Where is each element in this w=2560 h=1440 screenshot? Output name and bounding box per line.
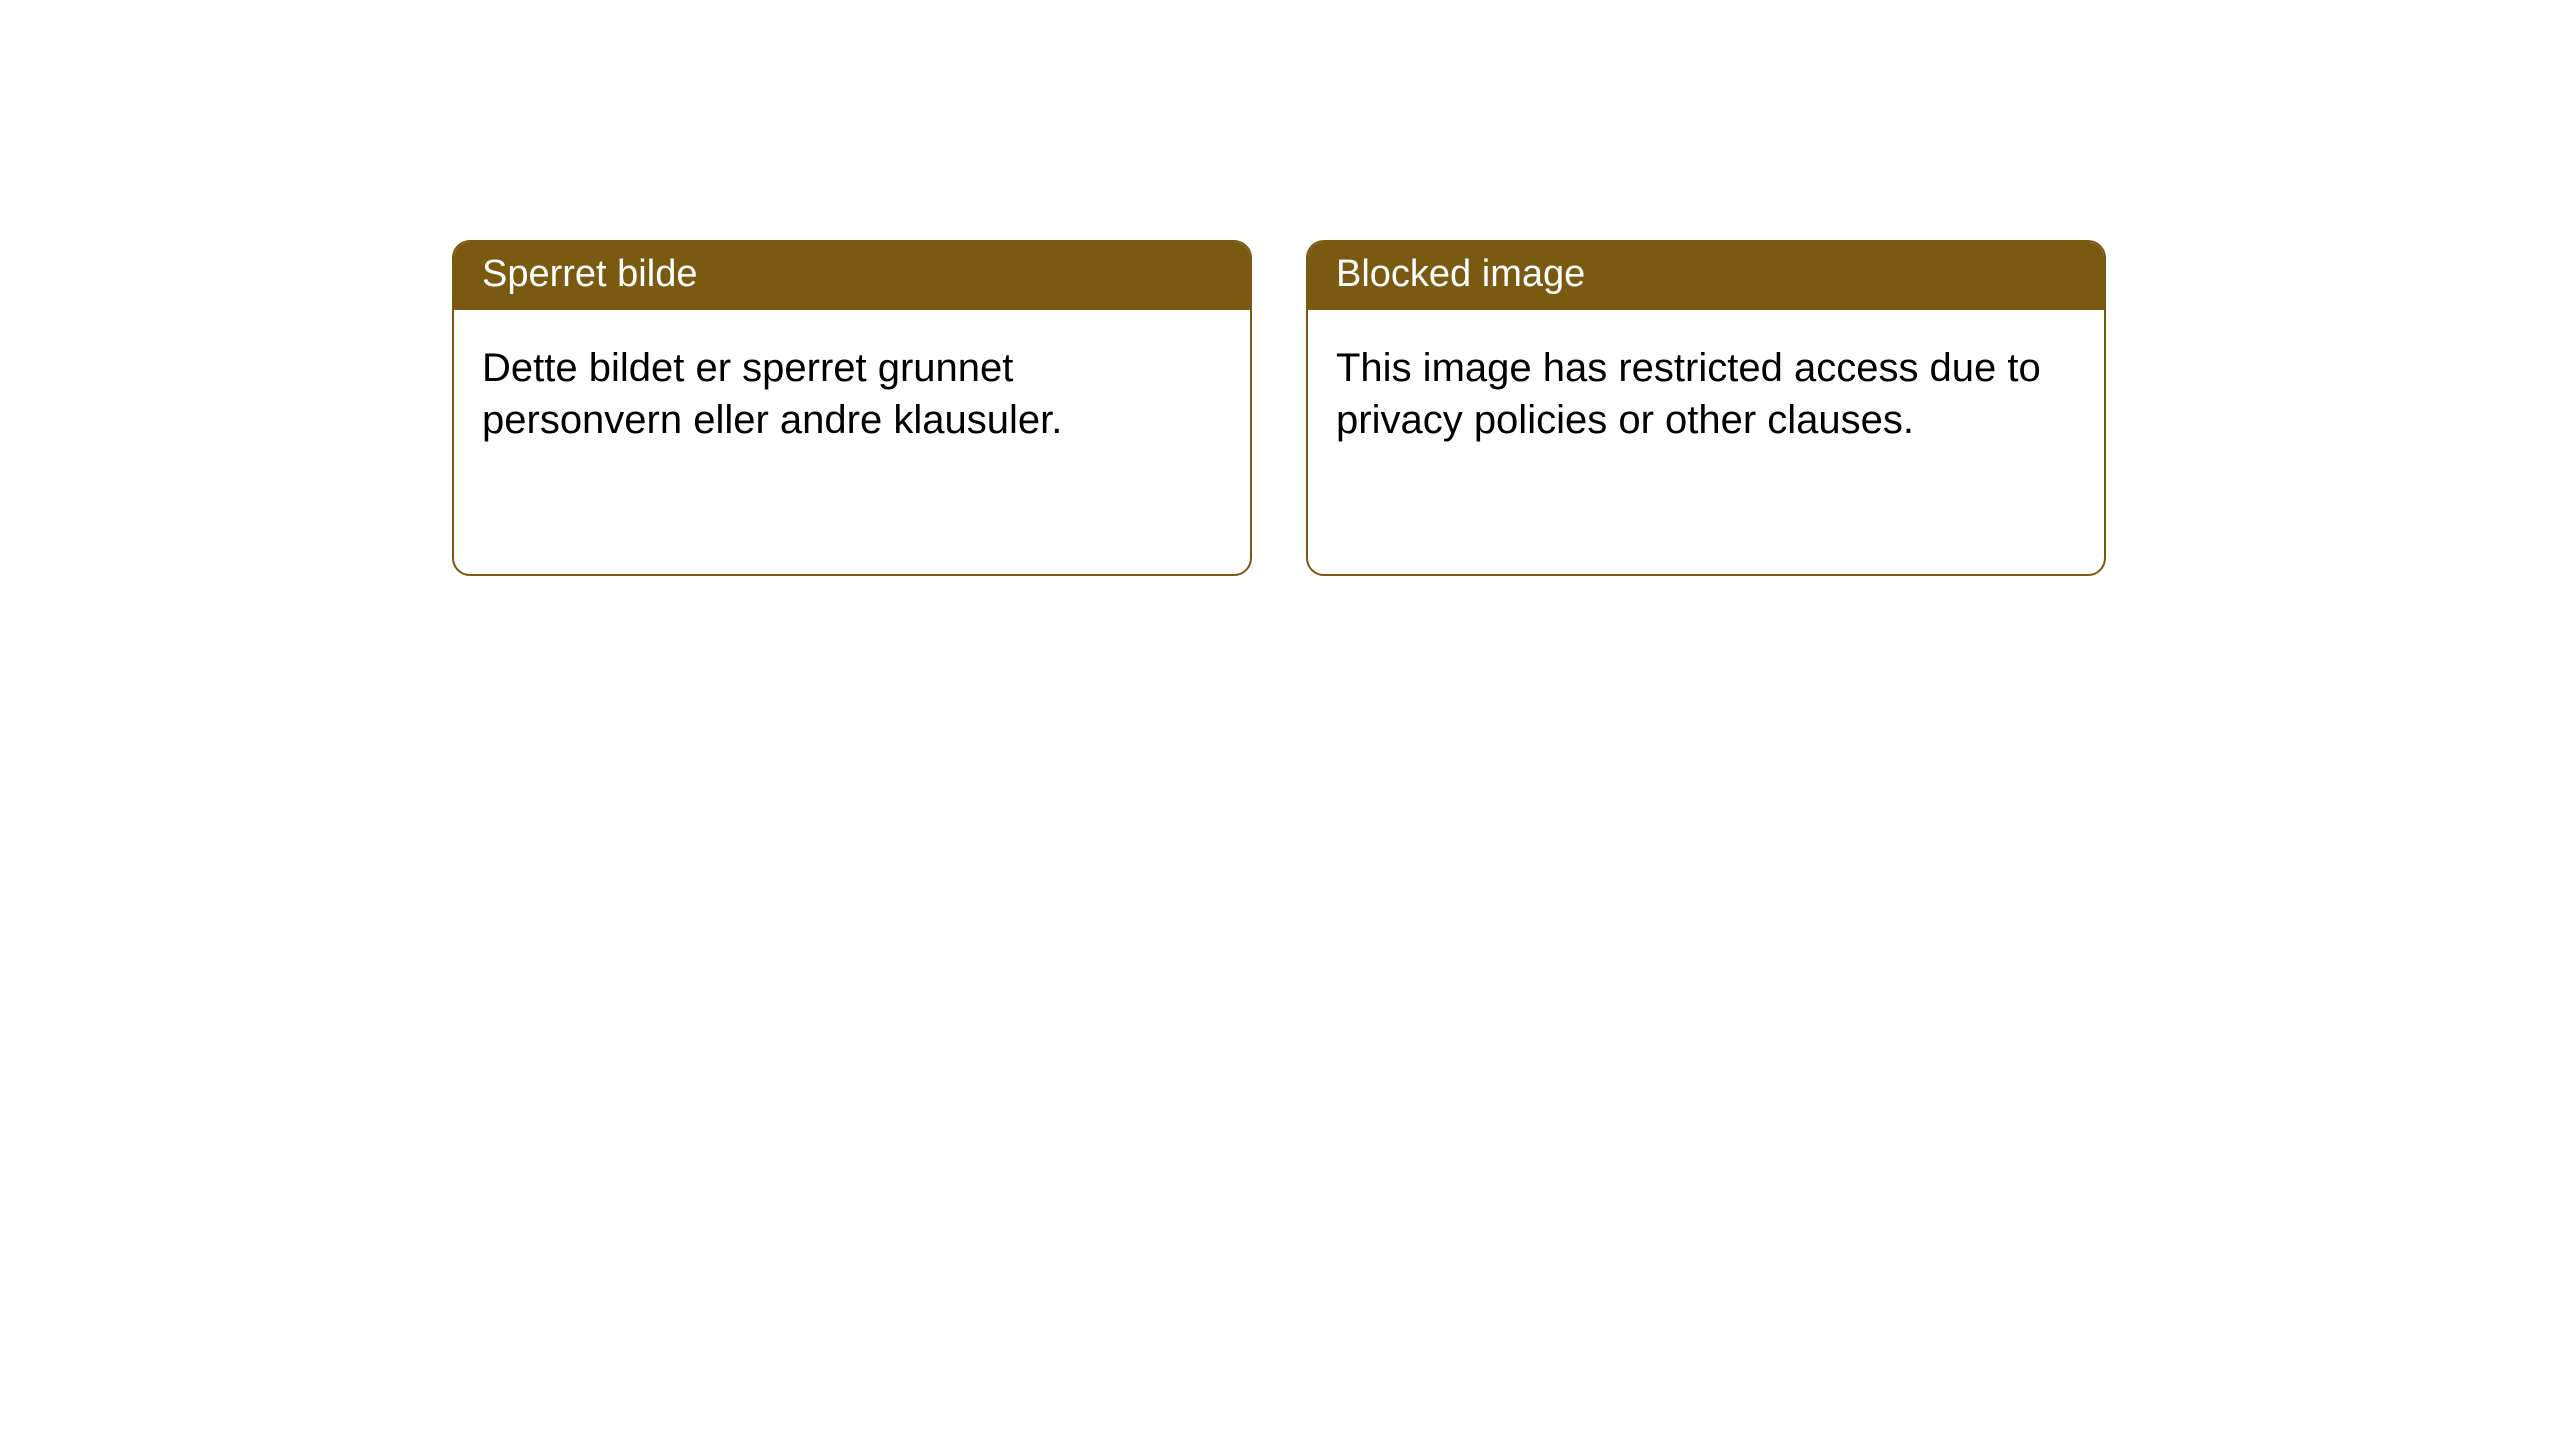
notice-card-header: Blocked image xyxy=(1308,242,2104,310)
notice-container: Sperret bilde Dette bildet er sperret gr… xyxy=(0,0,2560,576)
notice-card-norwegian: Sperret bilde Dette bildet er sperret gr… xyxy=(452,240,1252,576)
notice-card-body: This image has restricted access due to … xyxy=(1308,310,2104,474)
notice-body-text: Dette bildet er sperret grunnet personve… xyxy=(482,346,1062,442)
notice-card-header: Sperret bilde xyxy=(454,242,1250,310)
notice-title: Blocked image xyxy=(1336,253,1585,295)
notice-card-english: Blocked image This image has restricted … xyxy=(1306,240,2106,576)
notice-body-text: This image has restricted access due to … xyxy=(1336,346,2041,442)
notice-card-body: Dette bildet er sperret grunnet personve… xyxy=(454,310,1250,474)
notice-title: Sperret bilde xyxy=(482,253,697,295)
